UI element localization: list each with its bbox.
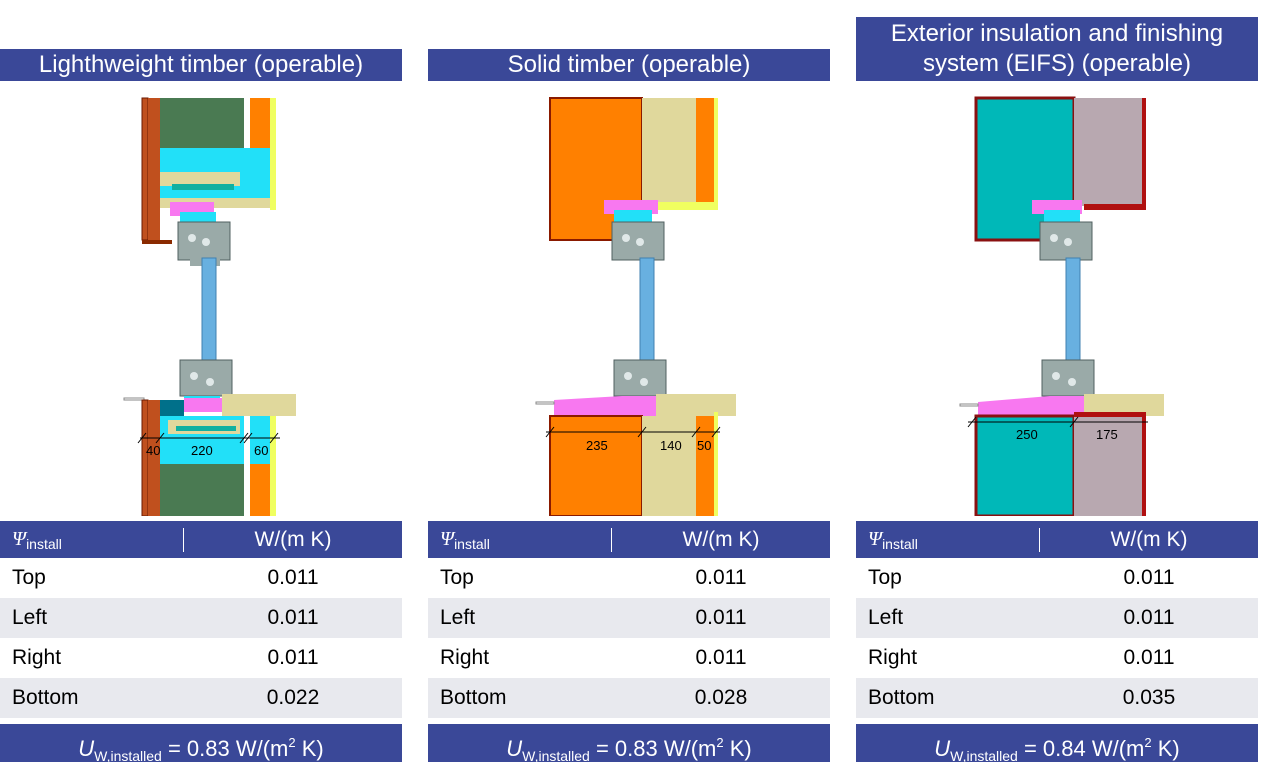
table-row: Right 0.011 xyxy=(868,646,1175,669)
dimension-label: 40 xyxy=(146,443,160,458)
column-title: Solid timber (operable) xyxy=(428,49,830,81)
dimension-label: 60 xyxy=(254,443,268,458)
table-header: Ψinstall W/(m K) xyxy=(0,521,402,558)
table-row: Bottom 0.035 xyxy=(856,678,1258,718)
table-row: Left 0.011 xyxy=(428,598,830,638)
section-drawing-lightweight-timber: 40 220 60 xyxy=(123,97,296,516)
psi-symbol: Ψinstall xyxy=(0,527,184,552)
table-row: Right 0.011 xyxy=(12,646,319,669)
unit-header: W/(m K) xyxy=(254,527,332,551)
table-row: Top 0.011 xyxy=(12,566,319,589)
table-row: Top 0.011 xyxy=(440,566,747,589)
u-value-footer: UW,installed = 0.84 W/(m2 K) xyxy=(856,724,1258,764)
psi-table: Ψinstall W/(m K) Top 0.011 Left 0.011 Righ… xyxy=(428,521,830,718)
section-drawing-eifs: 250 175 xyxy=(959,96,1164,516)
dimension-label: 235 xyxy=(586,438,608,453)
unit-header: W/(m K) xyxy=(1110,527,1188,551)
table-row: Bottom 0.028 xyxy=(428,678,830,718)
dimension-label: 50 xyxy=(697,438,711,453)
psi-symbol: Ψinstall xyxy=(856,527,1040,552)
psi-table: Ψinstall W/(m K) Top 0.011 Left 0.011 Righ… xyxy=(856,521,1258,718)
column-solid-timber: Solid timber (operable) 235 xyxy=(428,0,830,764)
section-drawing-solid-timber: 235 140 50 xyxy=(535,97,736,516)
table-row: Bottom 0.022 xyxy=(0,678,402,718)
table-row: Right 0.011 xyxy=(440,646,747,669)
table-header: Ψinstall W/(m K) xyxy=(428,521,830,558)
table-row: Top 0.011 xyxy=(868,566,1175,589)
column-title: Lighthweight timber (operable) xyxy=(0,49,402,81)
dimension-label: 220 xyxy=(191,443,213,458)
u-value-footer: UW,installed = 0.83 W/(m2 K) xyxy=(0,724,402,764)
dimension-label: 175 xyxy=(1096,427,1118,442)
table-row: Left 0.011 xyxy=(0,598,402,638)
dimension-label: 140 xyxy=(660,438,682,453)
column-lightweight-timber: Lighthweight timber (operable) xyxy=(0,0,402,764)
dimension-label: 250 xyxy=(1016,427,1038,442)
table-header: Ψinstall W/(m K) xyxy=(856,521,1258,558)
u-value-footer: UW,installed = 0.83 W/(m2 K) xyxy=(428,724,830,764)
column-eifs: Exterior insulation and finishing system… xyxy=(856,0,1258,764)
psi-symbol: Ψinstall xyxy=(428,527,612,552)
psi-table: Ψinstall W/(m K) Top 0.011 Left 0.011 Righ… xyxy=(0,521,402,718)
table-row: Left 0.011 xyxy=(856,598,1258,638)
column-title: Exterior insulation and finishing system… xyxy=(856,17,1258,81)
unit-header: W/(m K) xyxy=(682,527,760,551)
